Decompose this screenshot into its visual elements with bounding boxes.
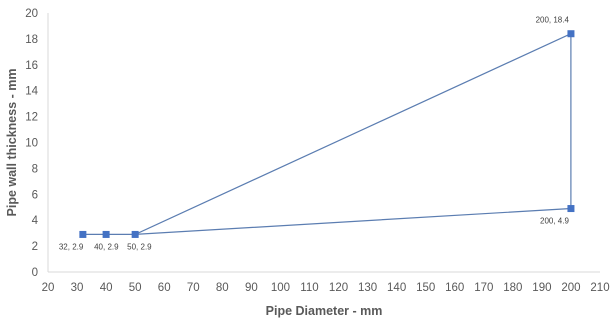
- x-tick-label: 80: [216, 282, 229, 294]
- series-line-group: [82, 32, 572, 235]
- marker-group: [79, 30, 575, 238]
- data-label: 200, 18.4: [536, 16, 570, 25]
- data-point-marker: [102, 230, 110, 238]
- data-label-group: 32, 2.9 40, 2.9 50, 2.9 200, 18.4 200, 4.9: [59, 16, 570, 252]
- y-tick-label: 20: [25, 8, 38, 20]
- x-tick-label: 50: [129, 282, 142, 294]
- y-tick-label: 2: [32, 241, 38, 253]
- y-tick-labels: 0 2 4 6 8 10 12 14 16 18 20: [25, 8, 38, 279]
- data-label: 200, 4.9: [540, 217, 569, 226]
- x-tick-label: 210: [590, 282, 609, 294]
- x-tick-label: 190: [532, 282, 551, 294]
- y-axis-title: Pipe wall thickness - mm: [5, 69, 19, 217]
- y-tick-label: 8: [32, 163, 38, 175]
- data-label: 32, 2.9: [59, 242, 84, 251]
- x-tick-label: 30: [71, 282, 84, 294]
- x-tick-label: 120: [329, 282, 348, 294]
- x-tick-label: 60: [158, 282, 171, 294]
- y-tick-label: 0: [32, 267, 38, 279]
- y-tick-label: 16: [25, 60, 38, 72]
- x-tick-label: 170: [474, 282, 493, 294]
- y-tick-label: 6: [32, 189, 38, 201]
- x-tick-label: 160: [445, 282, 464, 294]
- x-tick-label: 70: [187, 282, 200, 294]
- x-tick-label: 20: [42, 282, 55, 294]
- data-point-marker: [567, 205, 575, 213]
- data-label: 40, 2.9: [94, 242, 119, 251]
- x-tick-label: 200: [561, 282, 580, 294]
- y-tick-label: 10: [25, 138, 38, 150]
- x-tick-label: 130: [358, 282, 377, 294]
- x-tick-label: 180: [503, 282, 522, 294]
- series-line: [82, 32, 572, 235]
- axes: [47, 13, 600, 273]
- x-tick-label: 90: [245, 282, 258, 294]
- data-label: 50, 2.9: [127, 242, 152, 251]
- x-tick-label: 40: [100, 282, 113, 294]
- x-tick-label: 110: [300, 282, 318, 294]
- x-tick-label: 100: [271, 282, 290, 294]
- y-tick-label: 12: [25, 112, 38, 124]
- y-tick-label: 4: [32, 215, 39, 227]
- x-axis-title: Pipe Diameter - mm: [266, 304, 383, 318]
- data-point-marker: [131, 230, 139, 238]
- x-tick-label: 140: [387, 282, 406, 294]
- x-tick-label: 150: [416, 282, 435, 294]
- data-point-marker: [567, 30, 575, 38]
- data-point-marker: [79, 230, 87, 238]
- x-tick-labels: 20 30 40 50 60 70 80 90 100 110 120 130 140 150 160 170…: [42, 282, 610, 294]
- y-tick-label: 14: [25, 86, 38, 98]
- y-tick-label: 18: [25, 34, 38, 46]
